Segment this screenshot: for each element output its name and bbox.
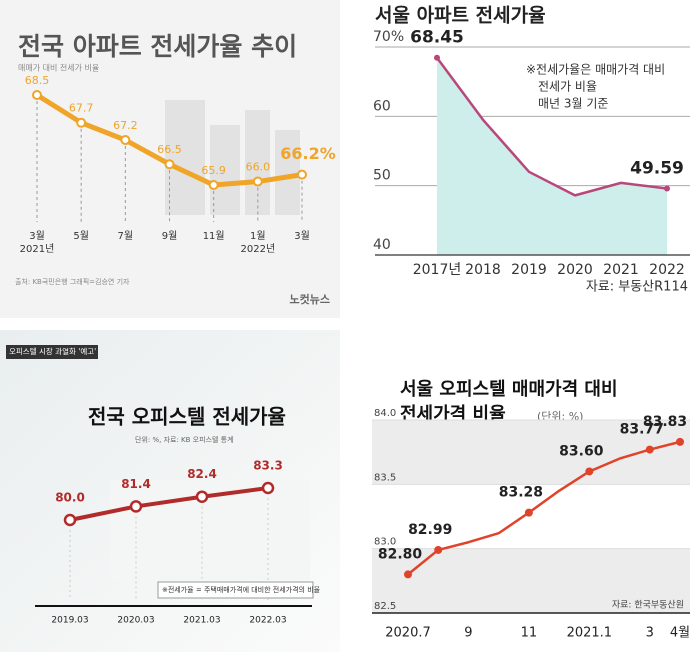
x-tick-label: 2021.1	[567, 626, 613, 641]
y-tick-label: 40	[373, 237, 391, 253]
point	[76, 117, 87, 128]
subtitle: 단위: %, 자료: KB 오피스텔 통계	[135, 435, 234, 444]
value-label: 83.3	[253, 459, 283, 473]
y-tick-label: 70%	[373, 29, 404, 45]
point	[120, 135, 131, 145]
chart-title: 전국 오피스텔 전세가율	[88, 405, 286, 429]
value-label: 83.77	[620, 422, 664, 438]
line	[407, 440, 681, 576]
value-label: 68.45	[410, 28, 464, 48]
annotation: 매년 3월 기준	[538, 97, 608, 111]
x-tick-label: 2018	[465, 262, 501, 278]
x-tick-label: 2019	[511, 262, 547, 278]
x-tick-label: 7월	[118, 230, 134, 242]
x-tick-label: 2020.03	[117, 616, 154, 626]
source: 출처: KB국민은행 그래픽=김승연 기자	[15, 277, 130, 286]
source: 자료: 부동산R114	[586, 280, 688, 295]
x-tick-label: 9	[464, 626, 472, 641]
band	[372, 484, 690, 549]
line	[69, 486, 269, 522]
value-label: 66.5	[157, 143, 182, 156]
x-tick-label: 3월	[29, 230, 45, 242]
value-label: 82.80	[378, 546, 423, 562]
value-label: 80.0	[55, 491, 85, 505]
x-tick-label: 3	[646, 626, 654, 641]
value-label: 66.2%	[280, 144, 336, 163]
y-tick-label: 83.5	[374, 472, 396, 483]
x-tick-label: 2020	[557, 262, 593, 278]
x-tick-label: 11월	[203, 230, 225, 242]
badge-bg	[6, 345, 98, 359]
value-label: 66.0	[246, 161, 271, 174]
point	[664, 185, 670, 192]
point	[524, 508, 533, 517]
line	[435, 57, 668, 197]
y-tick-label: 50	[373, 168, 391, 184]
point	[32, 90, 42, 100]
x-tick-label: 11	[521, 626, 538, 641]
chart-title: 서울 오피스텔 매매가격 대비	[400, 379, 618, 400]
subtitle: 매매가 대비 전세가 비율	[18, 63, 99, 73]
x-tick-label: 3월	[294, 230, 310, 242]
y-tick-label: 84.0	[374, 408, 396, 419]
area	[437, 57, 667, 255]
point	[585, 467, 594, 476]
x-tick-label: 2017년	[413, 262, 462, 278]
point	[434, 545, 443, 554]
point	[252, 176, 263, 187]
buildings	[165, 100, 300, 215]
y-tick-label: 82.5	[374, 601, 396, 612]
x-tick-label: 1월	[250, 230, 266, 242]
value-label: 67.2	[113, 119, 138, 132]
value-label: 83.28	[499, 485, 543, 501]
value-label: 82.4	[187, 467, 217, 481]
x-tick-label: 5월	[73, 230, 89, 242]
value-label: 67.7	[69, 102, 94, 115]
point	[676, 437, 684, 446]
x-tick-label: 2021.03	[183, 616, 220, 626]
note-box	[157, 581, 314, 599]
value-label: 82.99	[408, 522, 452, 538]
note: ※전세가율 = 주택매매가격에 대비한 전세가격의 비율	[162, 585, 321, 594]
chart-title: 전국 아파트 전세가율 추이	[18, 32, 297, 61]
x-tick-label: 2022	[649, 262, 685, 278]
point	[195, 490, 209, 503]
point	[297, 169, 307, 180]
y-tick-label: 83.0	[374, 537, 396, 548]
point	[129, 500, 143, 513]
point	[645, 445, 654, 454]
annotation: ※전세가율은 매매가격 대비	[526, 63, 665, 77]
y-tick-label: 60	[373, 98, 391, 114]
x-tick-label: 2020.7	[385, 626, 431, 641]
chart-title: 서울 아파트 전세가율	[375, 5, 546, 27]
point	[164, 159, 175, 170]
value-label: 83.83	[643, 414, 687, 430]
source: 자료: 한국부동산원	[612, 600, 684, 611]
point	[261, 481, 275, 495]
x-group-label: 2021년	[20, 243, 55, 255]
x-tick-label: 2019.03	[51, 616, 88, 626]
point	[404, 570, 412, 579]
x-group-label: 2022년	[241, 243, 276, 255]
value-label: 65.9	[201, 164, 226, 177]
x-tick-label: 2021	[603, 262, 639, 278]
badge: 오피스텔 시장 과열화 '예고'	[9, 346, 96, 356]
value-label: 83.60	[559, 443, 604, 459]
x-tick-label: 2022.03	[249, 616, 286, 626]
brand: 노컷뉴스	[290, 292, 330, 306]
annotation: 전세가 비율	[538, 80, 597, 94]
x-tick-label: 4월	[670, 626, 690, 641]
x-tick-label: 9월	[162, 230, 178, 242]
value-label: 68.5	[25, 74, 50, 87]
point	[434, 54, 440, 61]
value-label: 49.59	[630, 159, 684, 179]
point	[208, 180, 219, 190]
value-label: 81.4	[121, 477, 151, 491]
point	[63, 513, 77, 527]
